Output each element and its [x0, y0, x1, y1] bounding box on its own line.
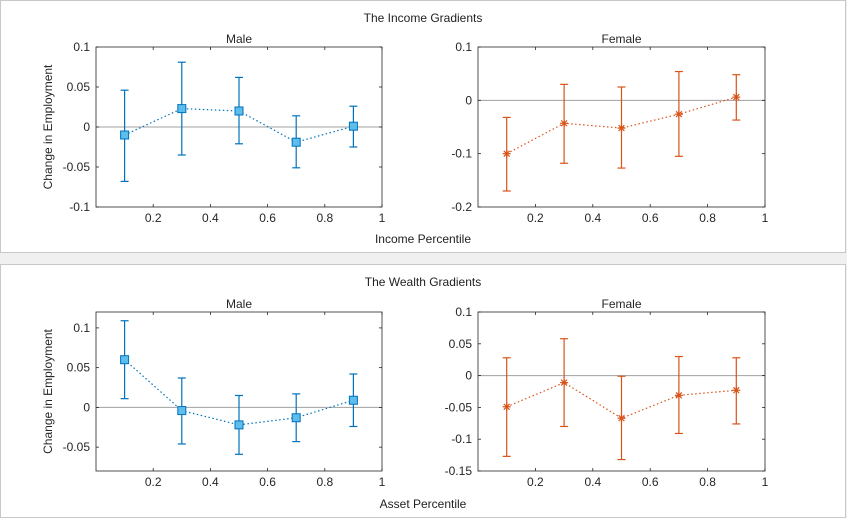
- x-tick-label: 0.6: [259, 211, 276, 225]
- x-tick-label: 0.2: [145, 475, 162, 489]
- y-tick-label: 0: [465, 369, 472, 383]
- data-point: [502, 402, 511, 411]
- data-point: [617, 124, 626, 133]
- data-point: [234, 106, 244, 116]
- data-point: [617, 414, 626, 423]
- wealth-gradients-panel: The Wealth Gradients Asset Percentile: [0, 264, 846, 518]
- y-tick-label: -0.05: [445, 400, 473, 414]
- data-point: [234, 420, 244, 430]
- x-tick-label: 0.8: [316, 211, 333, 225]
- data-point: [732, 386, 741, 395]
- x-tick-label: 0.6: [642, 211, 659, 225]
- series-line: [124, 359, 354, 426]
- data-point: [177, 406, 187, 416]
- x-tick-label: 1: [379, 475, 386, 489]
- y-tick-label: 0.05: [67, 361, 91, 375]
- axes-box: [95, 311, 383, 472]
- x-tick-label: 0.2: [527, 475, 544, 489]
- y-tick-label: -0.2: [451, 200, 472, 214]
- subplot-title: Male: [226, 297, 252, 311]
- subplot-title: Female: [601, 297, 641, 311]
- y-axis-label: Change in Employment: [41, 64, 55, 189]
- income-female-plot: Female 0.2 0.4 0.6 0.8 1 -0.2 -0.1 0 0.1: [451, 32, 768, 225]
- marker-stroke: [560, 379, 568, 386]
- marker-stroke: [503, 403, 511, 411]
- marker-stroke: [503, 150, 511, 157]
- x-tick-label: 1: [762, 475, 769, 489]
- marker-stroke: [732, 386, 740, 394]
- x-tick-label: 0.4: [202, 475, 219, 489]
- x-tick-label: 1: [762, 211, 769, 225]
- x-tick-label: 0.2: [527, 211, 544, 225]
- x-tick-label: 0.4: [584, 475, 601, 489]
- data-point: [560, 119, 569, 128]
- x-tick-label: 0.4: [584, 211, 601, 225]
- income-male-plot: Male 0.2 0.4 0.6 0.8 1 -0.1 -0.05 0 0.05 0.1 Change…: [41, 32, 386, 225]
- data-point: [674, 391, 683, 400]
- x-axis-label: Income Percentile: [374, 232, 472, 246]
- y-tick-label: 0.05: [449, 337, 473, 351]
- y-tick-label: 0.1: [73, 321, 90, 335]
- data-point: [502, 149, 511, 158]
- data-point: [120, 130, 130, 140]
- data-point: [291, 137, 301, 147]
- marker-stroke: [618, 124, 625, 132]
- axes-box: [477, 46, 766, 208]
- x-tick-label: 0.8: [316, 475, 333, 489]
- data-point: [120, 355, 130, 365]
- data-point: [177, 104, 187, 114]
- y-tick-label: -0.1: [451, 147, 472, 161]
- x-tick-label: 0.4: [202, 211, 219, 225]
- y-tick-label: 0.1: [455, 40, 472, 54]
- x-axis-label: Asset Percentile: [379, 497, 467, 511]
- y-tick-label: -0.1: [451, 432, 472, 446]
- axes-box: [477, 311, 766, 472]
- y-tick-label: -0.05: [63, 440, 91, 454]
- marker-stroke: [675, 110, 683, 118]
- y-tick-label: -0.05: [63, 160, 91, 174]
- marker-stroke: [560, 119, 568, 127]
- panel-title: The Wealth Gradients: [364, 275, 482, 289]
- subplot-title: Male: [226, 32, 252, 46]
- y-tick-label: 0.1: [73, 40, 90, 54]
- x-tick-label: 0.2: [145, 211, 162, 225]
- data-point: [291, 413, 301, 423]
- x-tick-label: 1: [379, 211, 386, 225]
- marker-stroke: [675, 391, 683, 399]
- y-tick-label: 0.1: [455, 305, 472, 319]
- y-tick-label: -0.1: [69, 200, 90, 214]
- x-tick-label: 0.8: [699, 475, 716, 489]
- data-point: [560, 378, 569, 387]
- data-point: [348, 395, 358, 405]
- y-axis-label: Change in Employment: [41, 328, 55, 453]
- y-tick-label: 0: [83, 400, 90, 414]
- subplot-title: Female: [601, 32, 641, 46]
- marker-stroke: [618, 414, 625, 422]
- x-tick-label: 0.6: [642, 475, 659, 489]
- x-tick-label: 0.8: [699, 211, 716, 225]
- data-point: [732, 93, 741, 102]
- wealth-male-plot: Male 0.2 0.4 0.6 0.8 1 -0.05 0 0.05 0.1 Change in …: [41, 297, 386, 489]
- y-tick-label: 0: [465, 93, 472, 107]
- data-point: [674, 110, 683, 119]
- y-tick-label: 0.05: [67, 80, 91, 94]
- y-tick-label: -0.15: [445, 464, 473, 478]
- marker-stroke: [732, 93, 740, 101]
- x-tick-label: 0.6: [259, 475, 276, 489]
- panel-title: The Income Gradients: [363, 11, 483, 25]
- data-point: [348, 121, 358, 131]
- y-tick-label: 0: [83, 120, 90, 134]
- wealth-female-plot: Female 0.2 0.4 0.6 0.8 1 -0.15 -0.1 -0.05 0 0.05 0.…: [445, 297, 769, 489]
